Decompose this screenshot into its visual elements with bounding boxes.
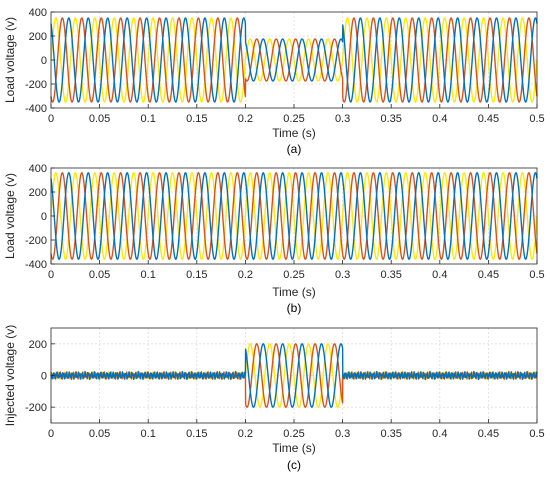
panel-a-caption: (a) bbox=[287, 142, 302, 156]
panel-c-caption: (c) bbox=[287, 458, 301, 472]
panel-a-xtick-label: 0.1 bbox=[141, 113, 156, 125]
panel-b-trace-phase-a bbox=[50, 172, 538, 260]
panel-a-trace-phase-c bbox=[50, 17, 538, 103]
panel-b-xtick-label: 0.05 bbox=[89, 269, 110, 281]
panel-a-traces bbox=[50, 17, 538, 103]
panel-a-ytick-label: -200 bbox=[25, 79, 47, 91]
panel-b-xtick-label: 0.4 bbox=[432, 269, 447, 281]
panel-c-ylabel: Injected voltage (v) bbox=[3, 325, 17, 426]
panel-b-trace-phase-c bbox=[50, 172, 538, 260]
panel-a-trace-phase-a bbox=[50, 17, 538, 103]
panel-a-ylabel: Load voltage (v) bbox=[3, 17, 17, 103]
panel-b-ytick-label: 0 bbox=[41, 211, 47, 223]
panel-a: 0 0.05 0.1 0.15 0.2 0.25 0.3 0.35 0.4 0.45 0.5 400… bbox=[3, 7, 545, 156]
panel-a-xtick-label: 0.5 bbox=[529, 113, 544, 125]
panel-c-xlabel: Time (s) bbox=[272, 441, 316, 455]
panel-b-xtick-label: 0.3 bbox=[335, 269, 350, 281]
panel-a-ytick-label: 0 bbox=[41, 55, 47, 67]
panel-a-xtick-label: 0.2 bbox=[238, 113, 253, 125]
panel-b-xtick-label: 0.15 bbox=[186, 269, 207, 281]
panel-c-xtick-label: 0.5 bbox=[529, 428, 544, 440]
panel-b-xtick-label: 0.1 bbox=[141, 269, 156, 281]
panel-b-ylabel: Load voltage (v) bbox=[3, 173, 17, 259]
panel-a-xtick-label: 0.4 bbox=[432, 113, 447, 125]
panel-b-xtick-label: 0.25 bbox=[283, 269, 304, 281]
panel-a-ytick-label: -400 bbox=[25, 103, 47, 115]
panel-c-xtick-label: 0.1 bbox=[141, 428, 156, 440]
panel-a-xticks: 0 0.05 0.1 0.15 0.2 0.25 0.3 0.35 0.4 0.45 0.5 bbox=[48, 104, 545, 125]
panel-a-xtick-label: 0.15 bbox=[186, 113, 207, 125]
panel-c-xtick-label: 0.4 bbox=[432, 428, 447, 440]
panel-a-xtick-label: 0.3 bbox=[335, 113, 350, 125]
panel-c-ytick-label: -200 bbox=[25, 402, 47, 414]
panel-a-ytick-label: 200 bbox=[29, 31, 47, 43]
panel-b-ytick-label: 200 bbox=[29, 187, 47, 199]
panel-c-xtick-label: 0.05 bbox=[89, 428, 110, 440]
panel-b-yticks: 400 200 0 -200 -400 bbox=[25, 163, 55, 271]
panel-a-yticks: 400 200 0 -200 -400 bbox=[25, 7, 55, 115]
panel-c-xtick-label: 0.45 bbox=[478, 428, 499, 440]
panel-a-xtick-label: 0.35 bbox=[380, 113, 401, 125]
panel-c-xtick-label: 0.15 bbox=[186, 428, 207, 440]
panel-a-xtick-label: 0.05 bbox=[89, 113, 110, 125]
panel-a-trace-phase-b bbox=[50, 17, 538, 103]
panel-a-xtick-label: 0 bbox=[48, 113, 54, 125]
panel-b-xlabel: Time (s) bbox=[272, 285, 316, 299]
panel-b-ytick-label: 400 bbox=[29, 163, 47, 175]
panel-b-ytick-label: -200 bbox=[25, 235, 47, 247]
panel-a-ytick-label: 400 bbox=[29, 7, 47, 19]
panel-a-xtick-label: 0.45 bbox=[478, 113, 499, 125]
panel-b-xtick-label: 0.2 bbox=[238, 269, 253, 281]
panel-b-caption: (b) bbox=[287, 301, 302, 315]
panel-c-yticks: 200 0 -200 bbox=[25, 339, 55, 414]
panel-b-xtick-label: 0.35 bbox=[380, 269, 401, 281]
panel-c-trace-phase-c bbox=[50, 343, 538, 408]
panel-b-trace-phase-b bbox=[50, 172, 538, 260]
panel-a-xtick-label: 0.25 bbox=[283, 113, 304, 125]
panel-c-xtick-label: 0.2 bbox=[238, 428, 253, 440]
panel-a-xlabel: Time (s) bbox=[272, 126, 316, 140]
panel-b: 0 0.05 0.1 0.15 0.2 0.25 0.3 0.35 0.4 0.45 0.5 400… bbox=[3, 163, 545, 315]
panel-c-xtick-label: 0.35 bbox=[380, 428, 401, 440]
panel-c-ytick-label: 0 bbox=[41, 371, 47, 383]
panel-b-traces bbox=[50, 172, 538, 260]
panel-b-xtick-label: 0.45 bbox=[478, 269, 499, 281]
panel-c-traces bbox=[50, 343, 538, 408]
panel-b-xtick-label: 0.5 bbox=[529, 269, 544, 281]
panel-b-xtick-label: 0 bbox=[48, 269, 54, 281]
panel-c-xticks: 0 0.05 0.1 0.15 0.2 0.25 0.3 0.35 0.4 0.45 0.5 bbox=[48, 419, 545, 440]
panel-c-xtick-label: 0.3 bbox=[335, 428, 350, 440]
panel-c-ytick-label: 200 bbox=[29, 339, 47, 351]
panel-c: 0 0.05 0.1 0.15 0.2 0.25 0.3 0.35 0.4 0.45 0.5 200… bbox=[3, 325, 545, 472]
panel-c-xtick-label: 0 bbox=[48, 428, 54, 440]
panel-b-xticks: 0 0.05 0.1 0.15 0.2 0.25 0.3 0.35 0.4 0.45 0.5 bbox=[48, 260, 545, 281]
panel-b-ytick-label: -400 bbox=[25, 259, 47, 271]
panel-c-xtick-label: 0.25 bbox=[283, 428, 304, 440]
